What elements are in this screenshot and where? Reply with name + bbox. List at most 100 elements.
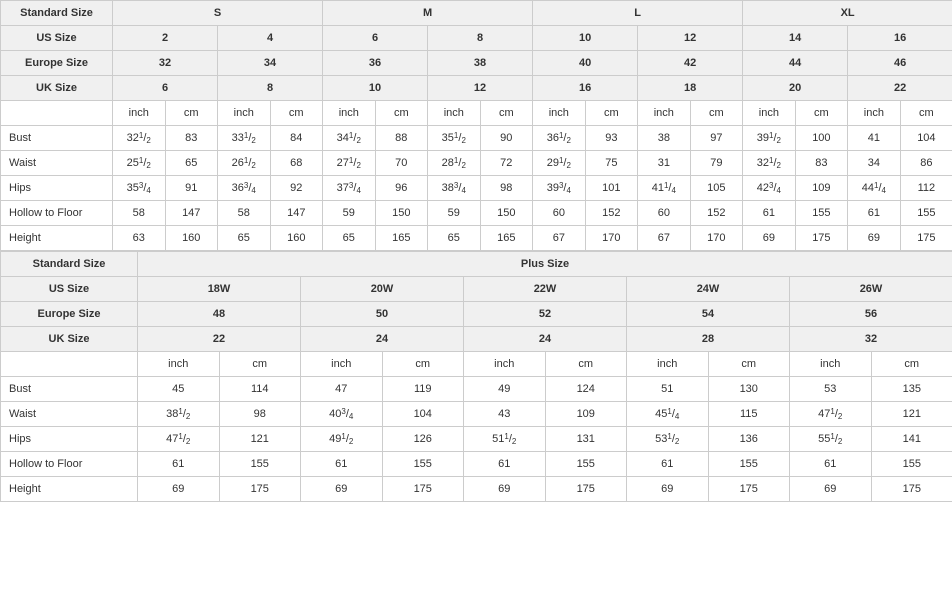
c-cm-4-2: 165: [375, 226, 428, 251]
u-cm-7: cm: [900, 101, 952, 126]
c-cm-2-0: 91: [165, 176, 218, 201]
c-in-4-4: 67: [533, 226, 586, 251]
c-in-1-7: 34: [848, 151, 901, 176]
c2-cm-1-0: 98: [219, 402, 301, 427]
c2-in-0-2: 49: [464, 377, 546, 402]
h2-uk-0: 22: [138, 327, 301, 352]
c-cm-3-2: 150: [375, 201, 428, 226]
h2-us-4: 26W: [790, 277, 952, 302]
c2-in-1-4: 471/2: [790, 402, 872, 427]
u-cm-3: cm: [480, 101, 533, 126]
row2-label-3: Hollow to Floor: [1, 452, 138, 477]
h-us-0: 2: [113, 26, 218, 51]
c-in-2-5: 411/4: [638, 176, 691, 201]
c2-cm-2-4: 141: [871, 427, 952, 452]
c-cm-0-1: 84: [270, 126, 323, 151]
c-in-1-6: 321/2: [743, 151, 796, 176]
row-label-0: Bust: [1, 126, 113, 151]
c-in-4-3: 65: [428, 226, 481, 251]
row-label-1: Waist: [1, 151, 113, 176]
c-in-4-6: 69: [743, 226, 796, 251]
c2-in-4-1: 69: [301, 477, 383, 502]
c2-in-4-2: 69: [464, 477, 546, 502]
h-us-2: 6: [323, 26, 428, 51]
c2-in-0-4: 53: [790, 377, 872, 402]
c2-cm-0-1: 119: [382, 377, 464, 402]
c-cm-0-3: 90: [480, 126, 533, 151]
h2-uk-2: 24: [464, 327, 627, 352]
c-cm-2-7: 112: [900, 176, 952, 201]
c-cm-2-5: 105: [690, 176, 743, 201]
c2-in-4-4: 69: [790, 477, 872, 502]
h-size-0: S: [113, 1, 323, 26]
h-eu-4: 40: [533, 51, 638, 76]
c-cm-3-3: 150: [480, 201, 533, 226]
c-in-0-7: 41: [848, 126, 901, 151]
h2-eu-0: 48: [138, 302, 301, 327]
c-in-1-3: 281/2: [428, 151, 481, 176]
h2-plus: Plus Size: [138, 252, 952, 277]
row-label-2: Hips: [1, 176, 113, 201]
u-cm-0: cm: [165, 101, 218, 126]
standard-size-table: Standard SizeSMLXLUS Size246810121416Eur…: [0, 0, 952, 251]
c-in-0-6: 391/2: [743, 126, 796, 151]
c-cm-0-0: 83: [165, 126, 218, 151]
u2-in-0: inch: [138, 352, 220, 377]
c-cm-3-6: 155: [795, 201, 848, 226]
c2-cm-4-3: 175: [708, 477, 790, 502]
c-in-0-4: 361/2: [533, 126, 586, 151]
c2-cm-4-2: 175: [545, 477, 627, 502]
c-cm-4-3: 165: [480, 226, 533, 251]
c-in-2-0: 353/4: [113, 176, 166, 201]
u-cm-4: cm: [585, 101, 638, 126]
c-in-2-4: 393/4: [533, 176, 586, 201]
u-in-1: inch: [218, 101, 271, 126]
h-us-7: 16: [848, 26, 952, 51]
c2-cm-4-1: 175: [382, 477, 464, 502]
h-eu-3: 38: [428, 51, 533, 76]
c-in-0-0: 321/2: [113, 126, 166, 151]
h-eu-2: 36: [323, 51, 428, 76]
c-in-3-6: 61: [743, 201, 796, 226]
c-in-1-4: 291/2: [533, 151, 586, 176]
h2-uk-4: 32: [790, 327, 952, 352]
c-in-3-3: 59: [428, 201, 481, 226]
h-size-2: L: [533, 1, 743, 26]
c2-cm-1-1: 104: [382, 402, 464, 427]
h-std: Standard Size: [1, 1, 113, 26]
u2-cm-4: cm: [871, 352, 952, 377]
c2-cm-0-0: 114: [219, 377, 301, 402]
h2-eu-3: 54: [627, 302, 790, 327]
c-cm-4-4: 170: [585, 226, 638, 251]
c-cm-3-7: 155: [900, 201, 952, 226]
c-in-3-0: 58: [113, 201, 166, 226]
c-in-3-4: 60: [533, 201, 586, 226]
c2-in-4-3: 69: [627, 477, 709, 502]
c2-in-4-0: 69: [138, 477, 220, 502]
h-uk-1: 8: [218, 76, 323, 101]
h-eu-0: 32: [113, 51, 218, 76]
c-in-3-7: 61: [848, 201, 901, 226]
c2-in-3-3: 61: [627, 452, 709, 477]
h-size-3: XL: [743, 1, 952, 26]
c2-in-2-0: 471/2: [138, 427, 220, 452]
c-cm-1-7: 86: [900, 151, 952, 176]
c-in-0-1: 331/2: [218, 126, 271, 151]
u-in-5: inch: [638, 101, 691, 126]
c2-in-3-4: 61: [790, 452, 872, 477]
u-in-4: inch: [533, 101, 586, 126]
c-in-1-0: 251/2: [113, 151, 166, 176]
h-us: US Size: [1, 26, 113, 51]
c2-cm-1-4: 121: [871, 402, 952, 427]
c2-in-0-0: 45: [138, 377, 220, 402]
u-in-7: inch: [848, 101, 901, 126]
h2-us-1: 20W: [301, 277, 464, 302]
c-cm-2-1: 92: [270, 176, 323, 201]
row2-label-0: Bust: [1, 377, 138, 402]
h-us-5: 12: [638, 26, 743, 51]
u-in-2: inch: [323, 101, 376, 126]
c2-in-0-1: 47: [301, 377, 383, 402]
h-size-1: M: [323, 1, 533, 26]
row2-label-1: Waist: [1, 402, 138, 427]
h2-eu-4: 56: [790, 302, 952, 327]
